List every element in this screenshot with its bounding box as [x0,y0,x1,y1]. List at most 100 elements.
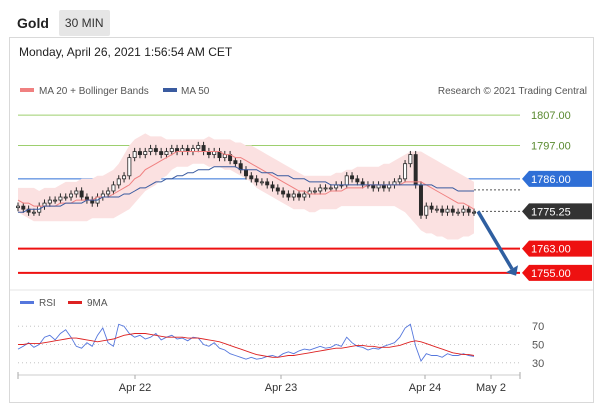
candle-body [233,160,238,165]
rsi-line [17,323,475,362]
candle-body [164,151,169,155]
candle-body [312,190,317,193]
candle-body [116,178,121,186]
candle [69,190,74,201]
candle-body [265,181,270,186]
rsi-ma9-line [18,333,475,358]
candle-body [344,175,349,186]
candle [53,196,58,204]
candle [233,157,238,168]
candle [164,147,169,159]
candle-body [111,184,116,192]
candle [312,187,317,195]
candle-body [122,175,127,180]
candle-body [355,178,360,183]
candle [159,147,164,159]
candle-body [69,193,74,198]
candle [58,193,63,204]
ma9-legend-label: 9MA [87,298,108,309]
rsi-tick-label: 50 [532,340,544,352]
candle [418,181,423,219]
ma20-legend-label: MA 20 + Bollinger Bands [39,86,149,97]
candle-body [47,199,52,204]
x-tick-label: May 2 [476,382,506,394]
candle-body [79,190,84,198]
candle [21,202,26,213]
candle [323,184,328,192]
candle-body [132,151,137,159]
level-label-5: 1755.00 [531,268,571,280]
candle-body [403,163,408,180]
candle-body [53,199,58,202]
candle-body [408,154,413,165]
candle-body [291,193,296,198]
candle-body [286,193,291,198]
candle-body [137,151,142,155]
level-label-1: 1797.00 [531,140,571,152]
level-label-3: 1775.25 [531,206,571,218]
candle-body [318,187,323,192]
candle [122,172,127,183]
candle-body [16,205,20,209]
candle-body [58,196,63,201]
x-tick-label: Apr 22 [119,382,151,394]
candle [318,184,323,195]
candle [74,187,79,198]
candle-body [472,211,476,214]
candle-body [297,193,302,198]
candle [456,208,461,216]
candle [445,205,450,216]
candle-body [434,208,439,211]
candle-body [413,154,418,186]
candle-body [153,148,158,152]
candle-body [456,211,461,214]
instrument-title[interactable]: Gold [17,15,49,31]
candle-body [445,208,450,213]
level-label-2: 1786.00 [531,174,571,186]
candle [429,202,434,213]
candle [450,205,455,216]
candle-body [21,205,26,210]
timeframe-tab[interactable]: 30 MIN [58,10,110,36]
level-tag-4 [522,240,592,257]
candle [169,144,174,156]
candle [79,187,84,201]
candle [424,202,429,219]
candle [196,141,201,153]
candle [47,196,52,207]
rsi-legend-swatch [20,301,34,304]
candle [63,193,68,201]
instrument-tabs: Gold 30 MIN [9,9,110,37]
candle-body [63,196,68,199]
candle-body [249,175,254,180]
candle-body [244,169,248,177]
candle [127,153,132,180]
chart-card [9,37,594,403]
ma9-legend-swatch [68,301,82,304]
candle [254,175,259,186]
candle-body [201,145,206,152]
candle-body [127,157,132,177]
candle [291,190,296,201]
candle-body [429,205,434,210]
candle [302,190,307,201]
copyright-label: Research © 2021 Trading Central [438,86,587,97]
candle [440,205,445,216]
candle [275,184,280,195]
candle [153,144,158,156]
forecast-arrow-shaft [476,210,514,270]
candle-body [397,178,402,183]
candle [281,187,286,198]
x-tick-label: Apr 24 [409,382,441,394]
rsi-tick-label: 30 [532,358,544,370]
candle [270,181,275,192]
candle [148,144,153,156]
candle [461,205,466,216]
candle-body [461,208,466,213]
candle-body [143,151,148,155]
candle-body [450,208,455,213]
candle [286,190,291,201]
candle [297,190,302,201]
candle [328,184,333,192]
